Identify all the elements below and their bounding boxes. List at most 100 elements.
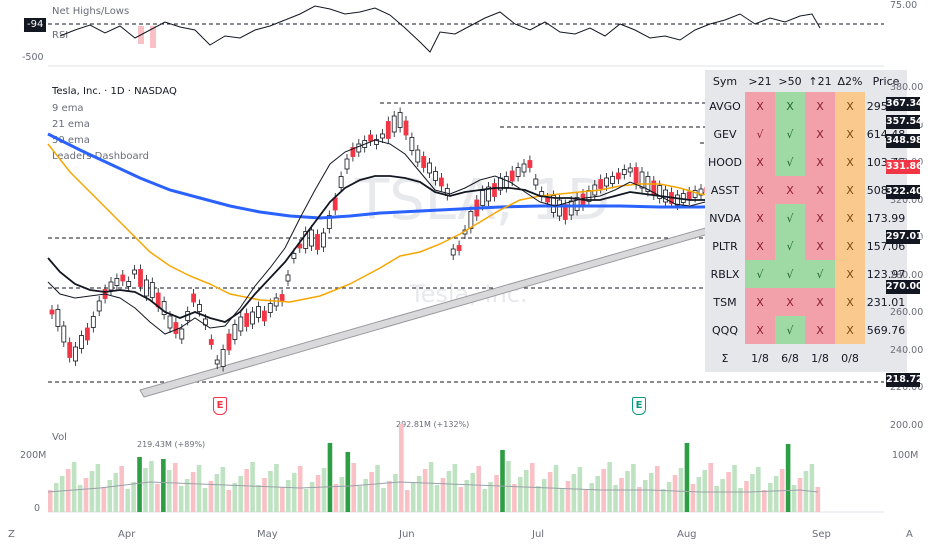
volume-bar bbox=[559, 488, 565, 512]
earnings-marker-green[interactable]: E bbox=[632, 397, 646, 415]
time-axis-corner-left[interactable]: Z bbox=[8, 529, 15, 540]
volume-bar bbox=[762, 490, 767, 512]
leaders-cell: √ bbox=[775, 316, 805, 344]
earnings-marker-red[interactable]: E bbox=[213, 397, 227, 415]
volume-bar bbox=[262, 478, 267, 512]
volume-bar bbox=[464, 480, 470, 512]
volume-bar bbox=[71, 462, 77, 512]
leaders-row: ASSTXXXX508.20 bbox=[705, 176, 907, 204]
volume-bar bbox=[167, 470, 172, 512]
candle bbox=[96, 300, 102, 312]
leaders-symbol: HOOD bbox=[705, 148, 745, 176]
candle bbox=[244, 313, 250, 327]
symbol-title[interactable]: Tesla, Inc. · 1D · NASDAQ bbox=[52, 86, 177, 97]
leaders-cell: X bbox=[805, 148, 835, 176]
candle bbox=[598, 179, 604, 189]
volume-bar bbox=[375, 465, 380, 512]
rsi-left-tick: -500 bbox=[22, 52, 44, 63]
candle bbox=[368, 134, 374, 142]
leaders-row: GEV√√XX614.48 bbox=[705, 120, 907, 148]
time-label-jul: Jul bbox=[532, 529, 545, 540]
volume-bar bbox=[440, 478, 446, 512]
candle bbox=[515, 167, 521, 177]
candle bbox=[486, 186, 492, 202]
leaders-cell: X bbox=[745, 316, 775, 344]
candle bbox=[633, 167, 639, 185]
rsi-pane bbox=[48, 5, 884, 67]
volume-bar bbox=[643, 480, 648, 512]
volume-bar bbox=[619, 478, 624, 512]
candle bbox=[557, 199, 562, 217]
candle bbox=[456, 245, 462, 251]
candle bbox=[61, 325, 67, 343]
volume-ma-line bbox=[47, 481, 819, 493]
volume-bar bbox=[226, 490, 232, 512]
volume-tick-0: 0 bbox=[34, 503, 41, 514]
candle bbox=[568, 200, 574, 216]
volume-bar bbox=[815, 487, 821, 512]
volume-bar bbox=[565, 481, 571, 512]
time-label-may: May bbox=[257, 529, 278, 540]
volume-bar bbox=[410, 483, 416, 512]
candle bbox=[438, 177, 444, 187]
leaders-cell: 1/8 bbox=[745, 344, 775, 372]
volume-bar bbox=[309, 482, 315, 512]
volume-bar bbox=[756, 467, 761, 512]
candle bbox=[397, 112, 403, 128]
leaders-dashboard-table: Sym >21 >50 ↑21 Δ2% Price AVGOXXXX295.66… bbox=[705, 70, 907, 372]
candle bbox=[279, 294, 285, 302]
leaders-symbol: Σ bbox=[705, 344, 745, 372]
volume-bar bbox=[387, 481, 392, 512]
legend-leaders-dashboard[interactable]: Leaders Dashboard bbox=[52, 151, 149, 162]
legend-ema9[interactable]: 9 ema bbox=[52, 103, 84, 114]
candle bbox=[338, 176, 344, 188]
volume-bar bbox=[315, 475, 321, 512]
time-label-apr: Apr bbox=[118, 529, 136, 540]
volume-bar bbox=[446, 471, 452, 512]
legend-ema50[interactable]: 50 ema bbox=[52, 135, 90, 146]
volume-bar bbox=[131, 482, 136, 512]
volume-chart[interactable] bbox=[0, 420, 884, 520]
volume-bar bbox=[416, 476, 422, 512]
candle bbox=[415, 149, 421, 163]
volume-bar bbox=[571, 474, 577, 512]
volume-bar bbox=[113, 473, 119, 512]
volume-bar bbox=[208, 481, 214, 512]
volume-bar bbox=[524, 470, 529, 512]
volume-label[interactable]: Vol bbox=[52, 432, 67, 443]
candle bbox=[326, 215, 332, 229]
leaders-cell: 0/8 bbox=[835, 344, 865, 372]
volume-bar bbox=[155, 484, 160, 512]
legend-ema21[interactable]: 21 ema bbox=[52, 119, 90, 130]
net-highs-lows-label[interactable]: Net Highs/Lows bbox=[52, 6, 130, 17]
volume-bar bbox=[327, 443, 333, 512]
candle bbox=[680, 193, 686, 203]
time-axis-corner-right[interactable]: A bbox=[906, 529, 913, 540]
volume-bar bbox=[48, 490, 53, 512]
candle bbox=[545, 197, 550, 203]
leaders-symbol: TSM bbox=[705, 288, 745, 316]
volume-annotation-apr: 219.43M (+89%) bbox=[137, 440, 206, 449]
leaders-cell: X bbox=[835, 176, 865, 204]
candle bbox=[480, 190, 486, 206]
candle bbox=[261, 310, 267, 322]
candle bbox=[374, 139, 379, 145]
candle bbox=[90, 316, 96, 328]
volume-bars bbox=[48, 424, 821, 512]
candle bbox=[108, 281, 114, 291]
volume-bar bbox=[535, 486, 541, 512]
candle bbox=[226, 333, 232, 351]
leaders-cell: X bbox=[805, 232, 835, 260]
leaders-row: QQQ X √ X X 569.76 bbox=[705, 316, 907, 344]
candle bbox=[391, 115, 397, 133]
leaders-cell: X bbox=[805, 288, 835, 316]
price-tick: 200.00 bbox=[890, 419, 924, 431]
leaders-cell: X bbox=[745, 148, 775, 176]
leaders-cell: √ bbox=[805, 260, 835, 288]
volume-annotation-jun: 292.81M (+132%) bbox=[396, 420, 470, 429]
candle bbox=[385, 121, 391, 139]
leaders-cell: X bbox=[835, 204, 865, 232]
leaders-cell: √ bbox=[775, 120, 805, 148]
volume-bar bbox=[488, 482, 493, 512]
